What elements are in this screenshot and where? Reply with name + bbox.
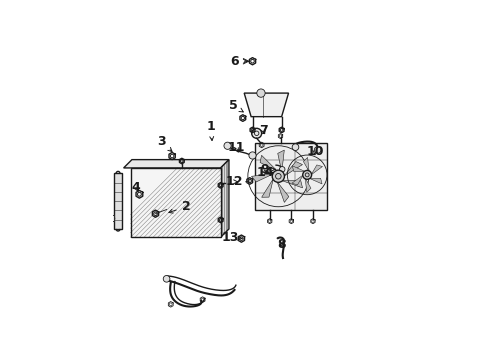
Text: 7: 7: [259, 124, 268, 137]
Polygon shape: [278, 150, 284, 172]
Circle shape: [257, 89, 265, 97]
Polygon shape: [251, 174, 273, 182]
Polygon shape: [305, 178, 311, 192]
Text: 12: 12: [226, 175, 243, 188]
Circle shape: [292, 144, 299, 150]
Circle shape: [272, 170, 284, 183]
Text: 9: 9: [261, 163, 275, 176]
Bar: [109, 215, 114, 221]
Circle shape: [224, 142, 231, 149]
Text: 1: 1: [207, 120, 215, 140]
Text: 8: 8: [277, 238, 286, 251]
Polygon shape: [282, 181, 302, 188]
Polygon shape: [303, 157, 309, 171]
Polygon shape: [284, 162, 302, 176]
Text: 6: 6: [230, 55, 247, 68]
FancyArrowPatch shape: [234, 148, 236, 149]
Text: 5: 5: [229, 99, 244, 112]
Bar: [114, 174, 122, 229]
Text: 3: 3: [157, 135, 172, 152]
Polygon shape: [292, 166, 305, 171]
Bar: [130, 168, 220, 237]
Polygon shape: [292, 175, 303, 185]
Polygon shape: [277, 182, 289, 202]
Polygon shape: [220, 159, 229, 237]
Text: 2: 2: [169, 200, 190, 213]
Circle shape: [249, 152, 256, 159]
Text: 13: 13: [221, 231, 242, 244]
Polygon shape: [260, 155, 277, 171]
Circle shape: [314, 147, 321, 153]
Circle shape: [303, 170, 312, 179]
Bar: [255, 143, 327, 210]
Polygon shape: [262, 179, 273, 197]
Circle shape: [279, 167, 285, 172]
Polygon shape: [309, 178, 322, 184]
Text: 14: 14: [256, 166, 274, 179]
Circle shape: [252, 128, 262, 138]
Circle shape: [163, 275, 170, 282]
Text: 4: 4: [132, 181, 141, 194]
Polygon shape: [123, 159, 229, 168]
Polygon shape: [244, 93, 289, 117]
Text: 10: 10: [306, 145, 323, 158]
Polygon shape: [311, 165, 322, 175]
Text: 11: 11: [227, 141, 245, 154]
